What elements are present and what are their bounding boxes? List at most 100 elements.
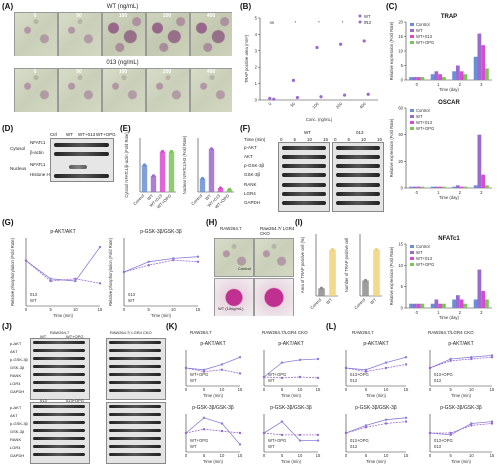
series-line [25,246,101,282]
panel-label-k: (K) [166,322,178,331]
significance-mark: * [365,20,367,25]
legend-label: 013 [128,292,136,297]
data-point [449,433,452,437]
bar [481,45,486,80]
legend-label: WT [128,298,135,303]
bar [208,148,215,192]
data-point [220,363,224,366]
panel-j-blots: RAW264.7 RAW264.7/ LGR4 CKO WT WT+OPG 01… [10,330,166,466]
wt-image-400 [190,12,232,56]
bar [452,186,456,188]
panel-d-blot: Ctrl WT WT+013 WT+OPG Cytosol Nucleus NF… [10,132,118,212]
y-axis-label: Cytosol NFATc1/β-actin (Fold Rate) [124,132,129,198]
series-line [430,423,493,434]
bar [473,185,478,188]
x-tick-label: 0 [267,101,273,107]
x-tick-label: 10 [384,453,389,458]
x-tick-label: 10 [171,307,176,312]
x-axis-label: Time (min) [451,459,471,464]
chart-title: p-GSK-3β/GSK-3β [355,405,397,411]
d-row-nfatc1-nuc: NFATc1 [30,162,46,167]
data-point [272,97,276,101]
wt-conc-200: 200 [162,13,172,19]
y-axis-label: Nuclear NFATc1/H3 (Fold Rate) [182,135,187,194]
data-point [220,429,224,433]
bar [455,185,460,188]
legend-label: WT+OPG [416,126,434,131]
legend-label: 013 [364,20,372,25]
f-times-wt: 0 5 10 15 [280,137,328,142]
legend-label: Control [416,22,430,27]
x-tick-label: 10 [298,453,303,458]
bar [409,303,413,308]
bar [420,303,425,308]
x-tick-label: 10 [73,307,78,312]
bar [485,68,489,80]
data-point [202,370,206,373]
data-point [315,45,319,50]
x-tick-label: 15 [490,387,495,392]
x-tick-label: 2 [459,310,462,315]
x-tick-label: 0 [416,310,419,315]
panel-label-j: (J) [2,322,12,331]
x-axis-label: Conc. (ng/mL) [306,117,333,122]
legend-swatch [358,20,362,24]
x-tick-label: 5 [281,387,284,392]
j-rows-bot: p-AKT AKT p-GSK-3β GSK-3β RANK LGR4 GAPDH [10,405,28,458]
d-row-h3: Histone H3 [30,172,53,177]
bar [477,33,482,80]
blot-band [109,413,161,416]
series-line [185,417,241,445]
series-line [185,356,241,371]
bar [485,185,489,188]
h-img-2 [254,238,294,277]
data-point [364,426,368,429]
h-grid: Control WT (10ng/mL) [214,238,294,316]
chart-title: p-AKT/AKT [278,341,303,347]
y-axis-label: Relative phosphorylation (Fold Rate) [108,237,113,306]
panel-label-f: (F) [240,124,251,133]
blot-band [33,389,85,392]
data-point [209,147,214,151]
wt-conc-0: 0 [33,13,37,19]
y-tick-label: 5 [401,284,404,289]
blot-band [33,437,85,440]
x-tick-label: 5 [147,307,150,312]
series-line [345,421,407,434]
data-point [362,39,366,43]
f-row-lgr4: LGR4 [244,191,256,196]
blot-band [33,381,85,384]
d-nucleus-label: Nucleus [10,166,27,171]
panel-f-blot: WT 013 Time (min) p-AKT AKT p-GSK-3β GSK… [244,130,384,216]
bar [438,303,443,308]
data-point [147,264,150,267]
data-point [24,259,28,262]
data-point [298,375,302,379]
x-axis-label: Time (min) [451,393,471,398]
significance-mark: * [295,20,297,25]
d-col-wt: WT [66,132,73,137]
d-col-wt013: WT+013 [78,132,96,137]
013-conc-50: 50 [76,69,82,75]
f-row-gsk: GSK-3β [244,172,261,177]
data-point [428,366,432,370]
series-line [345,356,407,371]
bar [473,56,478,80]
chart-i-number: Control WT Number of TRAP positive cell [344,234,382,310]
x-tick-label: 0 [25,307,28,312]
legend-label: WT [416,250,423,255]
series-line [25,260,101,284]
series-line [429,355,493,369]
bar [442,186,446,188]
y-axis-label: Relative expression (Fold Rate) [389,246,394,305]
blot-band [109,357,161,360]
data-point [316,357,320,361]
bar [477,269,482,308]
chart-title: p-AKT/AKT [448,341,473,347]
l-left-title: RAW264.7 [352,330,374,335]
y-axis-label: TRAP positive area (mm²) [244,34,249,83]
